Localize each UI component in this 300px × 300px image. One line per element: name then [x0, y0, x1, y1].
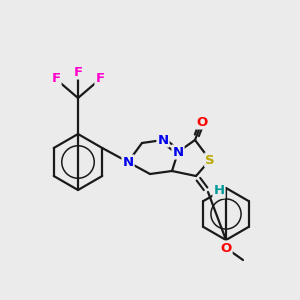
Text: F: F	[51, 73, 61, 85]
Text: N: N	[122, 155, 134, 169]
Text: N: N	[172, 146, 184, 158]
Text: O: O	[196, 116, 208, 128]
Text: F: F	[74, 65, 82, 79]
Text: S: S	[205, 154, 215, 166]
Text: H: H	[213, 184, 225, 197]
Text: F: F	[95, 73, 105, 85]
Text: O: O	[220, 242, 232, 254]
Text: N: N	[158, 134, 169, 146]
